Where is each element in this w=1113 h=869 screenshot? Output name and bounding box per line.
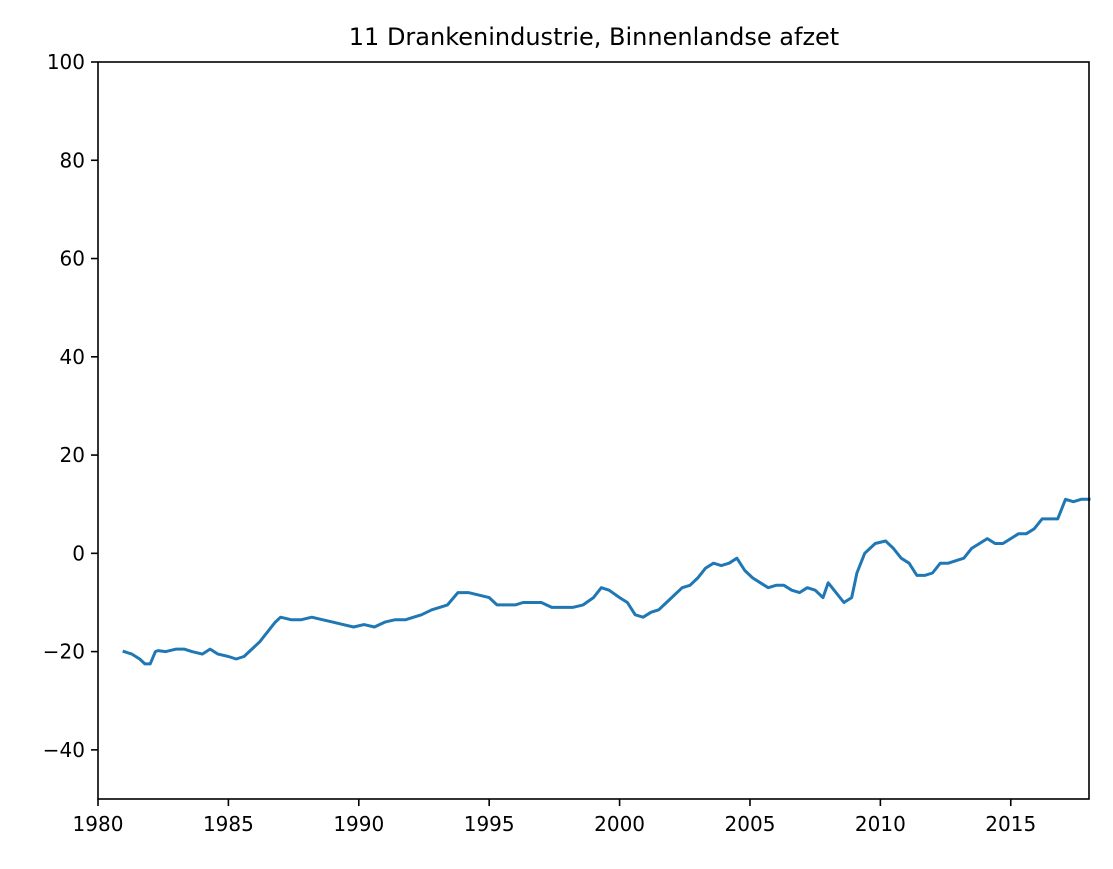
plot-frame: [97, 61, 1090, 800]
y-tick-label: −40: [43, 738, 85, 762]
series-line: [122, 497, 1091, 666]
x-axis: 1980 1985 1990 1995 2000 2005 2010 2015: [73, 799, 1036, 836]
y-axis: −40 −20 0 20 40 60 80 100: [43, 50, 98, 762]
y-tick-label: 20: [60, 443, 85, 467]
x-tick-label: 2005: [725, 812, 776, 836]
x-tick-label: 1980: [73, 812, 124, 836]
x-tick-label: 1995: [464, 812, 515, 836]
y-tick-label: −20: [43, 640, 85, 664]
chart-title: 11 Drankenindustrie, Binnenlandse afzet: [349, 23, 839, 51]
y-tick-label: 100: [47, 50, 85, 74]
x-tick-label: 1990: [333, 812, 384, 836]
y-tick-label: 80: [60, 148, 85, 172]
y-tick-label: 0: [72, 541, 85, 565]
x-tick-label: 2015: [985, 812, 1036, 836]
x-tick-label: 1985: [203, 812, 254, 836]
plot-area: [122, 497, 1091, 666]
y-tick-label: 40: [60, 345, 85, 369]
y-tick-label: 60: [60, 247, 85, 271]
x-tick-label: 2010: [855, 812, 906, 836]
x-tick-label: 2000: [594, 812, 645, 836]
